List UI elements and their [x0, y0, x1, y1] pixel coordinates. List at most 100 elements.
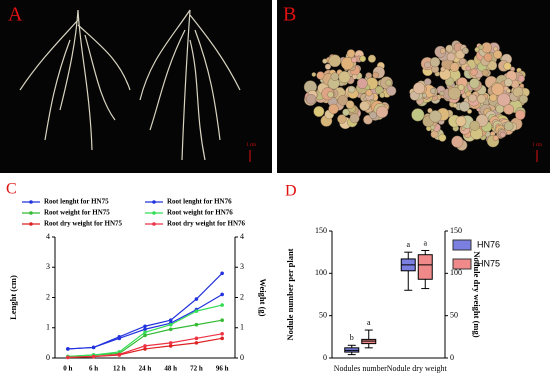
y2-tick-label: 1	[240, 323, 244, 332]
nodule	[493, 50, 503, 59]
nodule	[483, 53, 493, 62]
legend-label: Root lenght for HN75	[44, 198, 109, 206]
nodule	[337, 114, 347, 124]
photo-a	[0, 0, 272, 173]
nodule	[478, 44, 484, 50]
nodule	[379, 92, 385, 98]
nodule	[322, 58, 328, 64]
nodule	[411, 108, 425, 122]
nodule	[386, 85, 397, 96]
nodule	[328, 103, 339, 115]
legend-swatch	[452, 239, 472, 251]
nodule	[338, 70, 351, 84]
nodule	[422, 93, 427, 98]
point	[143, 327, 147, 332]
nodule	[429, 110, 442, 123]
nodule	[337, 95, 349, 106]
y-axis-title: Lenght (cm)	[8, 275, 18, 320]
legend-marker	[29, 222, 33, 226]
point	[194, 297, 199, 301]
panel-label: D	[285, 183, 297, 200]
point	[220, 271, 224, 276]
nodule	[506, 88, 511, 94]
significance-letter: a	[423, 238, 427, 247]
x-tick-label: 12 h	[113, 365, 126, 373]
y2-tick-label: 0	[240, 353, 244, 362]
nodule	[497, 93, 511, 107]
nodule	[430, 124, 436, 130]
nodule	[481, 69, 489, 77]
y-tick-label: 1	[46, 323, 50, 332]
nodule	[476, 94, 486, 104]
point	[143, 324, 147, 329]
nodule	[499, 131, 506, 138]
point	[168, 327, 173, 332]
nodule	[519, 83, 525, 89]
point	[220, 336, 224, 341]
panel-label: A	[8, 4, 23, 26]
point	[91, 345, 96, 350]
nodule	[423, 78, 432, 86]
point	[194, 309, 199, 313]
nodule	[438, 133, 447, 142]
nodule	[430, 130, 439, 139]
nodule	[491, 82, 505, 96]
nodule	[519, 94, 528, 104]
x-tick-label: 0 h	[63, 365, 72, 373]
y2-tick-label: 4	[240, 232, 244, 241]
nodule	[351, 56, 358, 64]
nodule	[468, 94, 477, 103]
nodule	[457, 84, 465, 91]
x-tick-label: 96 h	[216, 365, 229, 373]
nodule	[517, 75, 525, 83]
x-tick-label: 24 h	[139, 365, 152, 373]
box	[417, 254, 433, 280]
nodule	[462, 47, 469, 55]
nodule	[445, 44, 454, 53]
nodule	[465, 65, 471, 71]
point	[117, 335, 122, 339]
nodule	[469, 78, 480, 89]
nodule	[313, 106, 325, 117]
point	[66, 355, 70, 360]
nodule	[504, 78, 513, 87]
point	[194, 336, 199, 341]
nodule	[346, 49, 356, 58]
y-tick-label: 0	[46, 353, 50, 362]
nodule	[449, 62, 460, 72]
nodule	[429, 57, 441, 68]
y-tick-label: 50	[319, 310, 327, 319]
nodule	[470, 68, 478, 76]
point	[220, 332, 224, 336]
nodule	[459, 58, 467, 66]
point	[168, 322, 173, 327]
legend-label: Root lenght for HN76	[167, 198, 232, 206]
nodule	[372, 71, 380, 79]
y2-axis-title: Nodule dry weight (mg)	[472, 251, 482, 337]
nodule	[455, 115, 467, 127]
legend-label: Root dry weight for HN76	[167, 220, 246, 228]
x-tick-label: Nodules number	[334, 364, 387, 373]
nodule	[452, 103, 458, 108]
y2-tick-label: 50	[450, 310, 458, 319]
y-tick-label: 2	[46, 292, 50, 301]
legend-label: Root weight for HN76	[167, 209, 233, 217]
nodule	[504, 121, 514, 131]
nodule	[375, 105, 389, 118]
point	[117, 352, 122, 357]
nodule	[446, 52, 456, 62]
legend-swatch	[452, 258, 472, 270]
nodule	[469, 120, 480, 131]
y2-tick-label: 150	[450, 226, 462, 235]
panel-label: B	[283, 4, 296, 26]
point	[168, 344, 173, 348]
scale-label: 1 cm	[246, 143, 256, 148]
scale-label: 1 cm	[532, 143, 542, 148]
nodule	[489, 93, 498, 102]
nodule	[385, 79, 392, 87]
legend-label: HN76	[477, 239, 500, 249]
y-axis-title: Nodule number per plant	[285, 248, 295, 340]
nodule	[439, 48, 446, 54]
nodule	[413, 82, 426, 95]
y-tick-label: 4	[46, 232, 50, 241]
